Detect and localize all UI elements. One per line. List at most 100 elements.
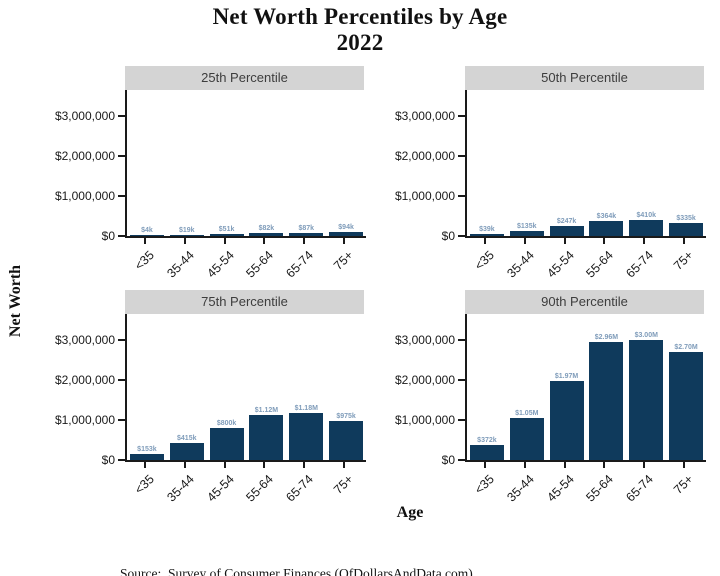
bar-55-64 bbox=[249, 232, 284, 236]
y-tick-label: $2,000,000 bbox=[394, 373, 455, 387]
y-tick-mark bbox=[458, 459, 465, 461]
y-tick-mark bbox=[458, 155, 465, 157]
bar-value-label: $153k bbox=[137, 445, 157, 453]
x-tick-mark bbox=[683, 238, 686, 244]
x-tick-mark bbox=[563, 462, 566, 468]
bar-value-label: $364k bbox=[596, 213, 617, 221]
bar-35-44 bbox=[509, 230, 544, 236]
bar-45-54 bbox=[209, 233, 244, 236]
bar-35-44 bbox=[169, 443, 204, 460]
bar-<35 bbox=[129, 235, 164, 236]
x-tick-mark bbox=[523, 238, 526, 244]
bar-value-label: $410k bbox=[636, 211, 656, 219]
bar-35-44 bbox=[509, 418, 544, 460]
bar-<35 bbox=[469, 234, 504, 236]
bar-45-54 bbox=[209, 428, 244, 460]
bar-65-74 bbox=[629, 340, 664, 460]
bar-value-label: $1.12M bbox=[254, 407, 279, 415]
y-tick-mark bbox=[118, 195, 125, 197]
x-tick-mark bbox=[183, 462, 186, 468]
y-tick-mark bbox=[458, 379, 465, 381]
bar-value-label: $87k bbox=[298, 224, 315, 232]
bar-value-label: $2.96M bbox=[594, 333, 619, 341]
y-tick-mark bbox=[118, 459, 125, 461]
facet-panel: 75th Percentile $153k $415k $800k $1.12M $1.1… bbox=[37, 290, 366, 514]
bar-value-label: $415k bbox=[177, 435, 197, 443]
y-tick-mark bbox=[118, 115, 125, 117]
bar-value-label: $39k bbox=[479, 226, 495, 234]
y-tick-mark bbox=[458, 115, 465, 117]
x-tick-mark bbox=[143, 238, 146, 244]
bar-value-label: $372k bbox=[477, 437, 497, 445]
y-tick-label: $2,000,000 bbox=[394, 149, 455, 163]
y-tick-label: $3,000,000 bbox=[54, 109, 115, 123]
y-tick-label: $0 bbox=[101, 453, 115, 467]
x-tick-mark bbox=[483, 462, 486, 468]
bar-value-label: $1.05M bbox=[515, 410, 539, 417]
bar-75+ bbox=[329, 421, 364, 460]
y-tick-mark bbox=[118, 235, 125, 237]
x-tick-mark bbox=[343, 462, 346, 468]
x-tick-mark bbox=[223, 462, 226, 468]
y-tick-label: $3,000,000 bbox=[394, 109, 455, 123]
chart-title-line2: 2022 bbox=[336, 30, 384, 55]
y-tick-label: $0 bbox=[441, 229, 455, 243]
bar-value-label: $3.00M bbox=[634, 332, 658, 339]
bar-75+ bbox=[669, 222, 704, 236]
y-tick-label: $2,000,000 bbox=[54, 373, 115, 387]
bar-65-74 bbox=[629, 219, 664, 236]
bar-value-label: $335k bbox=[676, 214, 696, 222]
facet-strip-label: 90th Percentile bbox=[465, 290, 704, 314]
y-tick-label: $1,000,000 bbox=[54, 189, 115, 203]
bar-75+ bbox=[329, 232, 364, 236]
x-tick-mark bbox=[643, 238, 646, 244]
x-tick-mark bbox=[643, 462, 646, 468]
x-tick-mark bbox=[483, 238, 486, 244]
y-tick-label: $3,000,000 bbox=[54, 333, 115, 347]
facet-panel: 90th Percentile $372k $1.05M $1.97M $2.96M $3… bbox=[377, 290, 706, 514]
plot-area: $39k $135k $247k $364k $410k $335k bbox=[465, 90, 706, 238]
x-tick-mark bbox=[683, 462, 686, 468]
facet-strip-label: 50th Percentile bbox=[465, 66, 704, 90]
x-tick-mark bbox=[263, 238, 266, 244]
bar-value-label: $51k bbox=[218, 225, 235, 233]
bar-value-label: $82k bbox=[258, 224, 275, 232]
x-tick-mark bbox=[563, 238, 566, 244]
x-axis-title: Age bbox=[396, 504, 424, 521]
facet-strip-label: 25th Percentile bbox=[125, 66, 364, 90]
bar-value-label: $2.70M bbox=[674, 344, 698, 351]
source-note: Source: Survey of Consumer Finances (OfD… bbox=[120, 566, 473, 576]
y-tick-label: $3,000,000 bbox=[394, 333, 455, 347]
bar-value-label: $800k bbox=[216, 420, 237, 427]
x-tick-mark bbox=[223, 238, 226, 244]
facet-panel: 50th Percentile $39k $135k $247k $364k $410k $… bbox=[377, 66, 706, 290]
bar-55-64 bbox=[249, 415, 284, 460]
y-tick-mark bbox=[118, 155, 125, 157]
y-tick-mark bbox=[118, 339, 125, 341]
bar-55-64 bbox=[589, 341, 624, 460]
plot-area: $4k $19k $51k $82k $87k $94k bbox=[125, 90, 366, 238]
bar-65-74 bbox=[289, 412, 324, 460]
bar-45-54 bbox=[549, 381, 584, 460]
y-tick-mark bbox=[118, 379, 125, 381]
y-tick-label: $1,000,000 bbox=[54, 413, 115, 427]
y-tick-mark bbox=[458, 339, 465, 341]
x-tick-mark bbox=[143, 462, 146, 468]
plot-area: $153k $415k $800k $1.12M $1.18M $975k bbox=[125, 314, 366, 462]
x-tick-mark bbox=[603, 462, 606, 468]
facet-panel: 25th Percentile $4k $19k $51k $82k $87k $94k $0… bbox=[37, 66, 366, 290]
y-tick-label: $0 bbox=[101, 229, 115, 243]
y-tick-label: $1,000,000 bbox=[394, 189, 455, 203]
y-tick-mark bbox=[458, 419, 465, 421]
facet-strip-label: 75th Percentile bbox=[125, 290, 364, 314]
y-tick-label: $2,000,000 bbox=[54, 149, 115, 163]
bar-75+ bbox=[669, 352, 704, 460]
facet-grid: 25th Percentile $4k $19k $51k $82k $87k $94k $0… bbox=[37, 66, 706, 514]
bar-value-label: $1.97M bbox=[554, 373, 579, 381]
x-tick-mark bbox=[303, 462, 306, 468]
plot-area: $372k $1.05M $1.97M $2.96M $3.00M $2.70M bbox=[465, 314, 706, 462]
bar-45-54 bbox=[549, 226, 584, 236]
y-tick-label: $0 bbox=[441, 453, 455, 467]
bar-value-label: $975k bbox=[336, 413, 356, 420]
